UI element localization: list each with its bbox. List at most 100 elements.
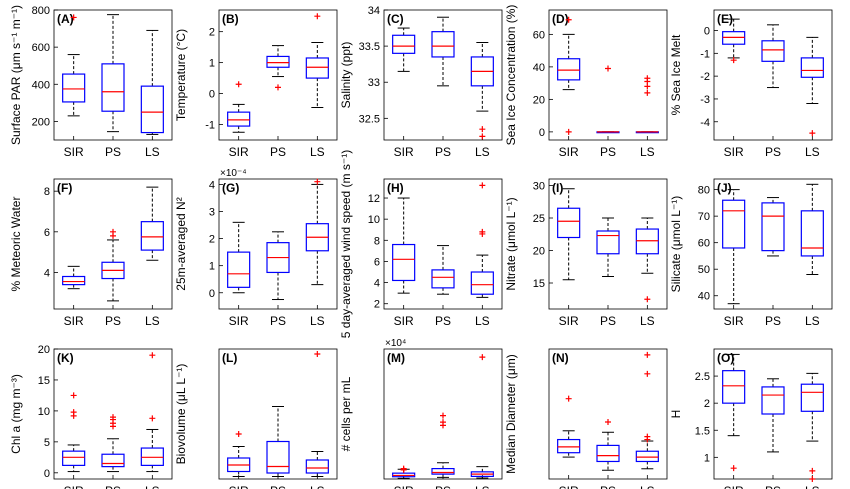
iqr-box	[596, 230, 620, 255]
panel-g: 0 1 2 3 4 SIR PS LS (G) ×10⁻⁴ 25m-averaged N²	[174, 168, 338, 328]
y-tick-label: 6	[374, 256, 380, 268]
iqr-box	[596, 444, 620, 463]
y-tick-label: 50	[698, 264, 710, 276]
panel-i: 15 20 25 30 SIR PS LS (I) Nitrate (μmol L⁻¹)	[504, 178, 668, 328]
panel-label: (N)	[552, 351, 569, 365]
iqr-box	[800, 57, 824, 78]
panel-label: (J)	[717, 181, 732, 195]
x-category-label: SIR	[394, 145, 414, 159]
iqr-box	[557, 58, 581, 81]
outlier-point	[565, 16, 572, 23]
iqr-box	[722, 370, 746, 404]
y-tick-label: -1	[700, 48, 710, 60]
x-category-label: SIR	[394, 484, 414, 489]
y-tick-label: -1	[205, 120, 215, 132]
box-sir	[62, 14, 86, 117]
panel-h: 2 4 6 8 10 12 SIR PS LS (H) 5 day-averaged wind sp…	[339, 150, 503, 338]
outlier-point	[440, 412, 446, 419]
x-category-label: LS	[475, 145, 490, 159]
iqr-box	[305, 459, 329, 474]
x-category-label: SIR	[229, 314, 249, 328]
box-ls	[305, 351, 329, 477]
x-category-label: LS	[640, 484, 655, 489]
box-ls	[470, 354, 494, 479]
panel-label: (A)	[57, 12, 74, 26]
iqr-box	[761, 386, 785, 415]
box-sir	[392, 465, 416, 479]
y-tick-label: 5	[44, 437, 50, 449]
y-tick-label: 32.5	[359, 113, 380, 125]
box-ls	[635, 75, 659, 134]
y-tick-label: -2	[700, 71, 710, 83]
y-tick-label: 0	[539, 127, 545, 139]
box-ls	[635, 351, 659, 470]
outlier-point	[479, 230, 486, 237]
panel-label: (D)	[552, 12, 569, 26]
y-axis-label: 5 day-averaged wind speed (m s⁻¹)	[339, 150, 353, 338]
y-tick-label: 200	[32, 116, 50, 128]
y-tick-label: 20	[533, 246, 545, 258]
outlier-point	[440, 422, 446, 429]
x-category-label: PS	[435, 314, 451, 328]
y-tick-label: 0	[44, 468, 50, 480]
outlier-point	[644, 370, 651, 377]
x-category-label: SIR	[64, 145, 84, 159]
outlier-point	[149, 352, 156, 359]
iqr-box	[635, 450, 659, 463]
x-category-label: LS	[475, 484, 490, 489]
y-tick-label: 600	[32, 42, 50, 54]
box-sir	[722, 18, 746, 64]
outlier-point	[644, 83, 651, 90]
y-tick-label: 80	[698, 185, 710, 197]
outlier-point	[809, 476, 816, 482]
x-category-label: SIR	[724, 145, 744, 159]
y-tick-label: 800	[32, 5, 50, 17]
iqr-box	[470, 271, 494, 295]
panel-k: 0 5 10 15 20 SIR PS LS (K) Chl a (mg m⁻³)	[9, 344, 173, 489]
x-category-label: SIR	[64, 314, 84, 328]
iqr-box	[392, 243, 416, 282]
y-axis-label: Median Diameter (μm)	[504, 354, 518, 474]
y-tick-label: 20	[38, 344, 50, 356]
box-sir	[62, 392, 86, 473]
y-axis-label: % Sea Ice Melt	[669, 34, 683, 115]
outlier-point	[644, 296, 651, 303]
y-tick-label: 1	[209, 58, 215, 70]
y-tick-label: 34	[368, 5, 380, 17]
box-ps	[761, 378, 785, 453]
iqr-box	[62, 73, 86, 103]
x-category-label: PS	[600, 484, 616, 489]
panel-label: (B)	[222, 12, 239, 26]
y-tick-label: 70	[698, 211, 710, 223]
iqr-box	[392, 34, 416, 54]
box-ps	[266, 231, 290, 301]
outlier-point	[644, 89, 651, 96]
iqr-box	[800, 383, 824, 412]
x-category-label: LS	[145, 484, 160, 489]
y-axis-label: Nitrate (μmol L⁻¹)	[504, 197, 518, 290]
panel-label: (K)	[57, 351, 74, 365]
y-tick-label: 0	[209, 89, 215, 101]
y-axis-label: Surface PAR (μm s⁻¹ m⁻¹)	[9, 5, 23, 145]
y-tick-label: 1.5	[695, 425, 710, 437]
iqr-box	[761, 202, 785, 252]
box-sir	[557, 16, 581, 135]
outlier-point	[149, 415, 156, 422]
outlier-point	[314, 178, 321, 185]
box-ps	[101, 14, 125, 133]
y-tick-label: 400	[32, 79, 50, 91]
outlier-point	[314, 351, 321, 357]
outlier-point	[605, 419, 611, 426]
box-ls	[305, 13, 329, 108]
iqr-box	[266, 55, 290, 68]
axis-multiplier: ×10⁻⁴	[220, 168, 247, 179]
x-category-label: PS	[270, 145, 286, 159]
box-ls	[800, 183, 824, 276]
x-category-label: SIR	[559, 145, 579, 159]
box-ps	[596, 419, 620, 471]
x-category-label: SIR	[559, 314, 579, 328]
box-ls	[305, 178, 329, 286]
outlier-point	[70, 14, 77, 21]
y-tick-label: 4	[44, 267, 50, 279]
x-category-label: SIR	[229, 145, 249, 159]
